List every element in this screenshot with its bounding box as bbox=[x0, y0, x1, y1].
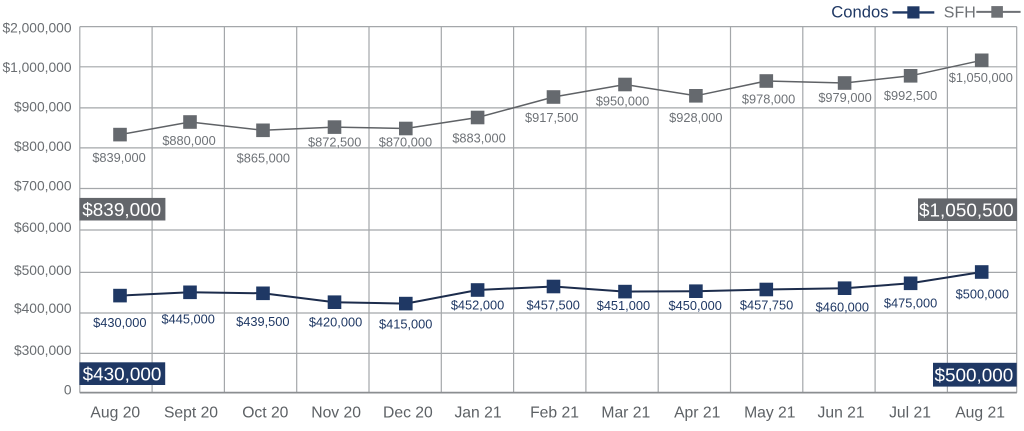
svg-text:$445,000: $445,000 bbox=[162, 312, 215, 327]
svg-text:Apr 21: Apr 21 bbox=[674, 405, 720, 422]
svg-text:$950,000: $950,000 bbox=[596, 93, 649, 108]
svg-text:$300,000: $300,000 bbox=[14, 343, 72, 358]
svg-text:$1,050,000: $1,050,000 bbox=[949, 70, 1013, 85]
svg-text:$475,000: $475,000 bbox=[884, 296, 937, 311]
svg-text:$1,000,000: $1,000,000 bbox=[2, 60, 71, 75]
svg-text:$400,000: $400,000 bbox=[14, 301, 72, 316]
svg-text:$700,000: $700,000 bbox=[14, 178, 72, 193]
svg-text:Dec 20: Dec 20 bbox=[383, 405, 433, 422]
svg-text:$883,000: $883,000 bbox=[452, 131, 505, 146]
svg-text:$865,000: $865,000 bbox=[237, 150, 290, 165]
svg-text:$457,750: $457,750 bbox=[740, 298, 793, 313]
svg-text:Mar 21: Mar 21 bbox=[601, 405, 650, 422]
svg-text:$880,000: $880,000 bbox=[162, 133, 215, 148]
svg-text:$500,000: $500,000 bbox=[956, 287, 1009, 302]
svg-text:Oct 20: Oct 20 bbox=[242, 405, 288, 422]
svg-text:$450,000: $450,000 bbox=[669, 298, 722, 313]
svg-text:$460,000: $460,000 bbox=[816, 300, 869, 315]
svg-text:$870,000: $870,000 bbox=[379, 134, 432, 149]
svg-text:$992,500: $992,500 bbox=[884, 88, 937, 103]
svg-text:$928,000: $928,000 bbox=[669, 110, 722, 125]
svg-text:$457,500: $457,500 bbox=[527, 298, 580, 313]
svg-text:$839,000: $839,000 bbox=[82, 200, 161, 221]
svg-text:Feb 21: Feb 21 bbox=[530, 405, 579, 422]
svg-text:$451,000: $451,000 bbox=[597, 298, 650, 313]
svg-text:$2,000,000: $2,000,000 bbox=[2, 21, 71, 36]
svg-text:Aug 20: Aug 20 bbox=[90, 405, 140, 422]
svg-text:Jan 21: Jan 21 bbox=[454, 405, 501, 422]
svg-text:$600,000: $600,000 bbox=[14, 220, 72, 235]
svg-text:$839,000: $839,000 bbox=[92, 150, 145, 165]
svg-text:Sept 20: Sept 20 bbox=[164, 405, 218, 422]
svg-text:$430,000: $430,000 bbox=[83, 365, 162, 386]
svg-text:Condos: Condos bbox=[831, 3, 888, 22]
svg-text:$800,000: $800,000 bbox=[14, 139, 72, 154]
svg-text:0: 0 bbox=[64, 382, 72, 397]
svg-text:SFH: SFH bbox=[944, 5, 976, 22]
svg-text:Jun 21: Jun 21 bbox=[818, 405, 865, 422]
svg-text:$978,000: $978,000 bbox=[742, 92, 795, 107]
svg-text:$872,500: $872,500 bbox=[308, 134, 361, 149]
svg-text:$430,000: $430,000 bbox=[93, 315, 146, 330]
svg-text:$420,000: $420,000 bbox=[309, 315, 362, 330]
svg-text:$500,000: $500,000 bbox=[14, 263, 72, 278]
svg-text:May 21: May 21 bbox=[744, 405, 795, 422]
svg-text:$452,000: $452,000 bbox=[451, 298, 504, 313]
svg-text:$1,050,500: $1,050,500 bbox=[919, 201, 1014, 222]
svg-text:Aug 21: Aug 21 bbox=[955, 405, 1005, 422]
svg-text:$500,000: $500,000 bbox=[935, 366, 1014, 387]
svg-text:Nov 20: Nov 20 bbox=[311, 405, 361, 422]
svg-text:$917,500: $917,500 bbox=[525, 110, 578, 125]
svg-text:$415,000: $415,000 bbox=[379, 316, 432, 331]
svg-text:$900,000: $900,000 bbox=[14, 100, 72, 115]
svg-text:Jul 21: Jul 21 bbox=[889, 405, 931, 422]
svg-text:$979,000: $979,000 bbox=[818, 90, 871, 105]
svg-text:$439,500: $439,500 bbox=[236, 314, 289, 329]
